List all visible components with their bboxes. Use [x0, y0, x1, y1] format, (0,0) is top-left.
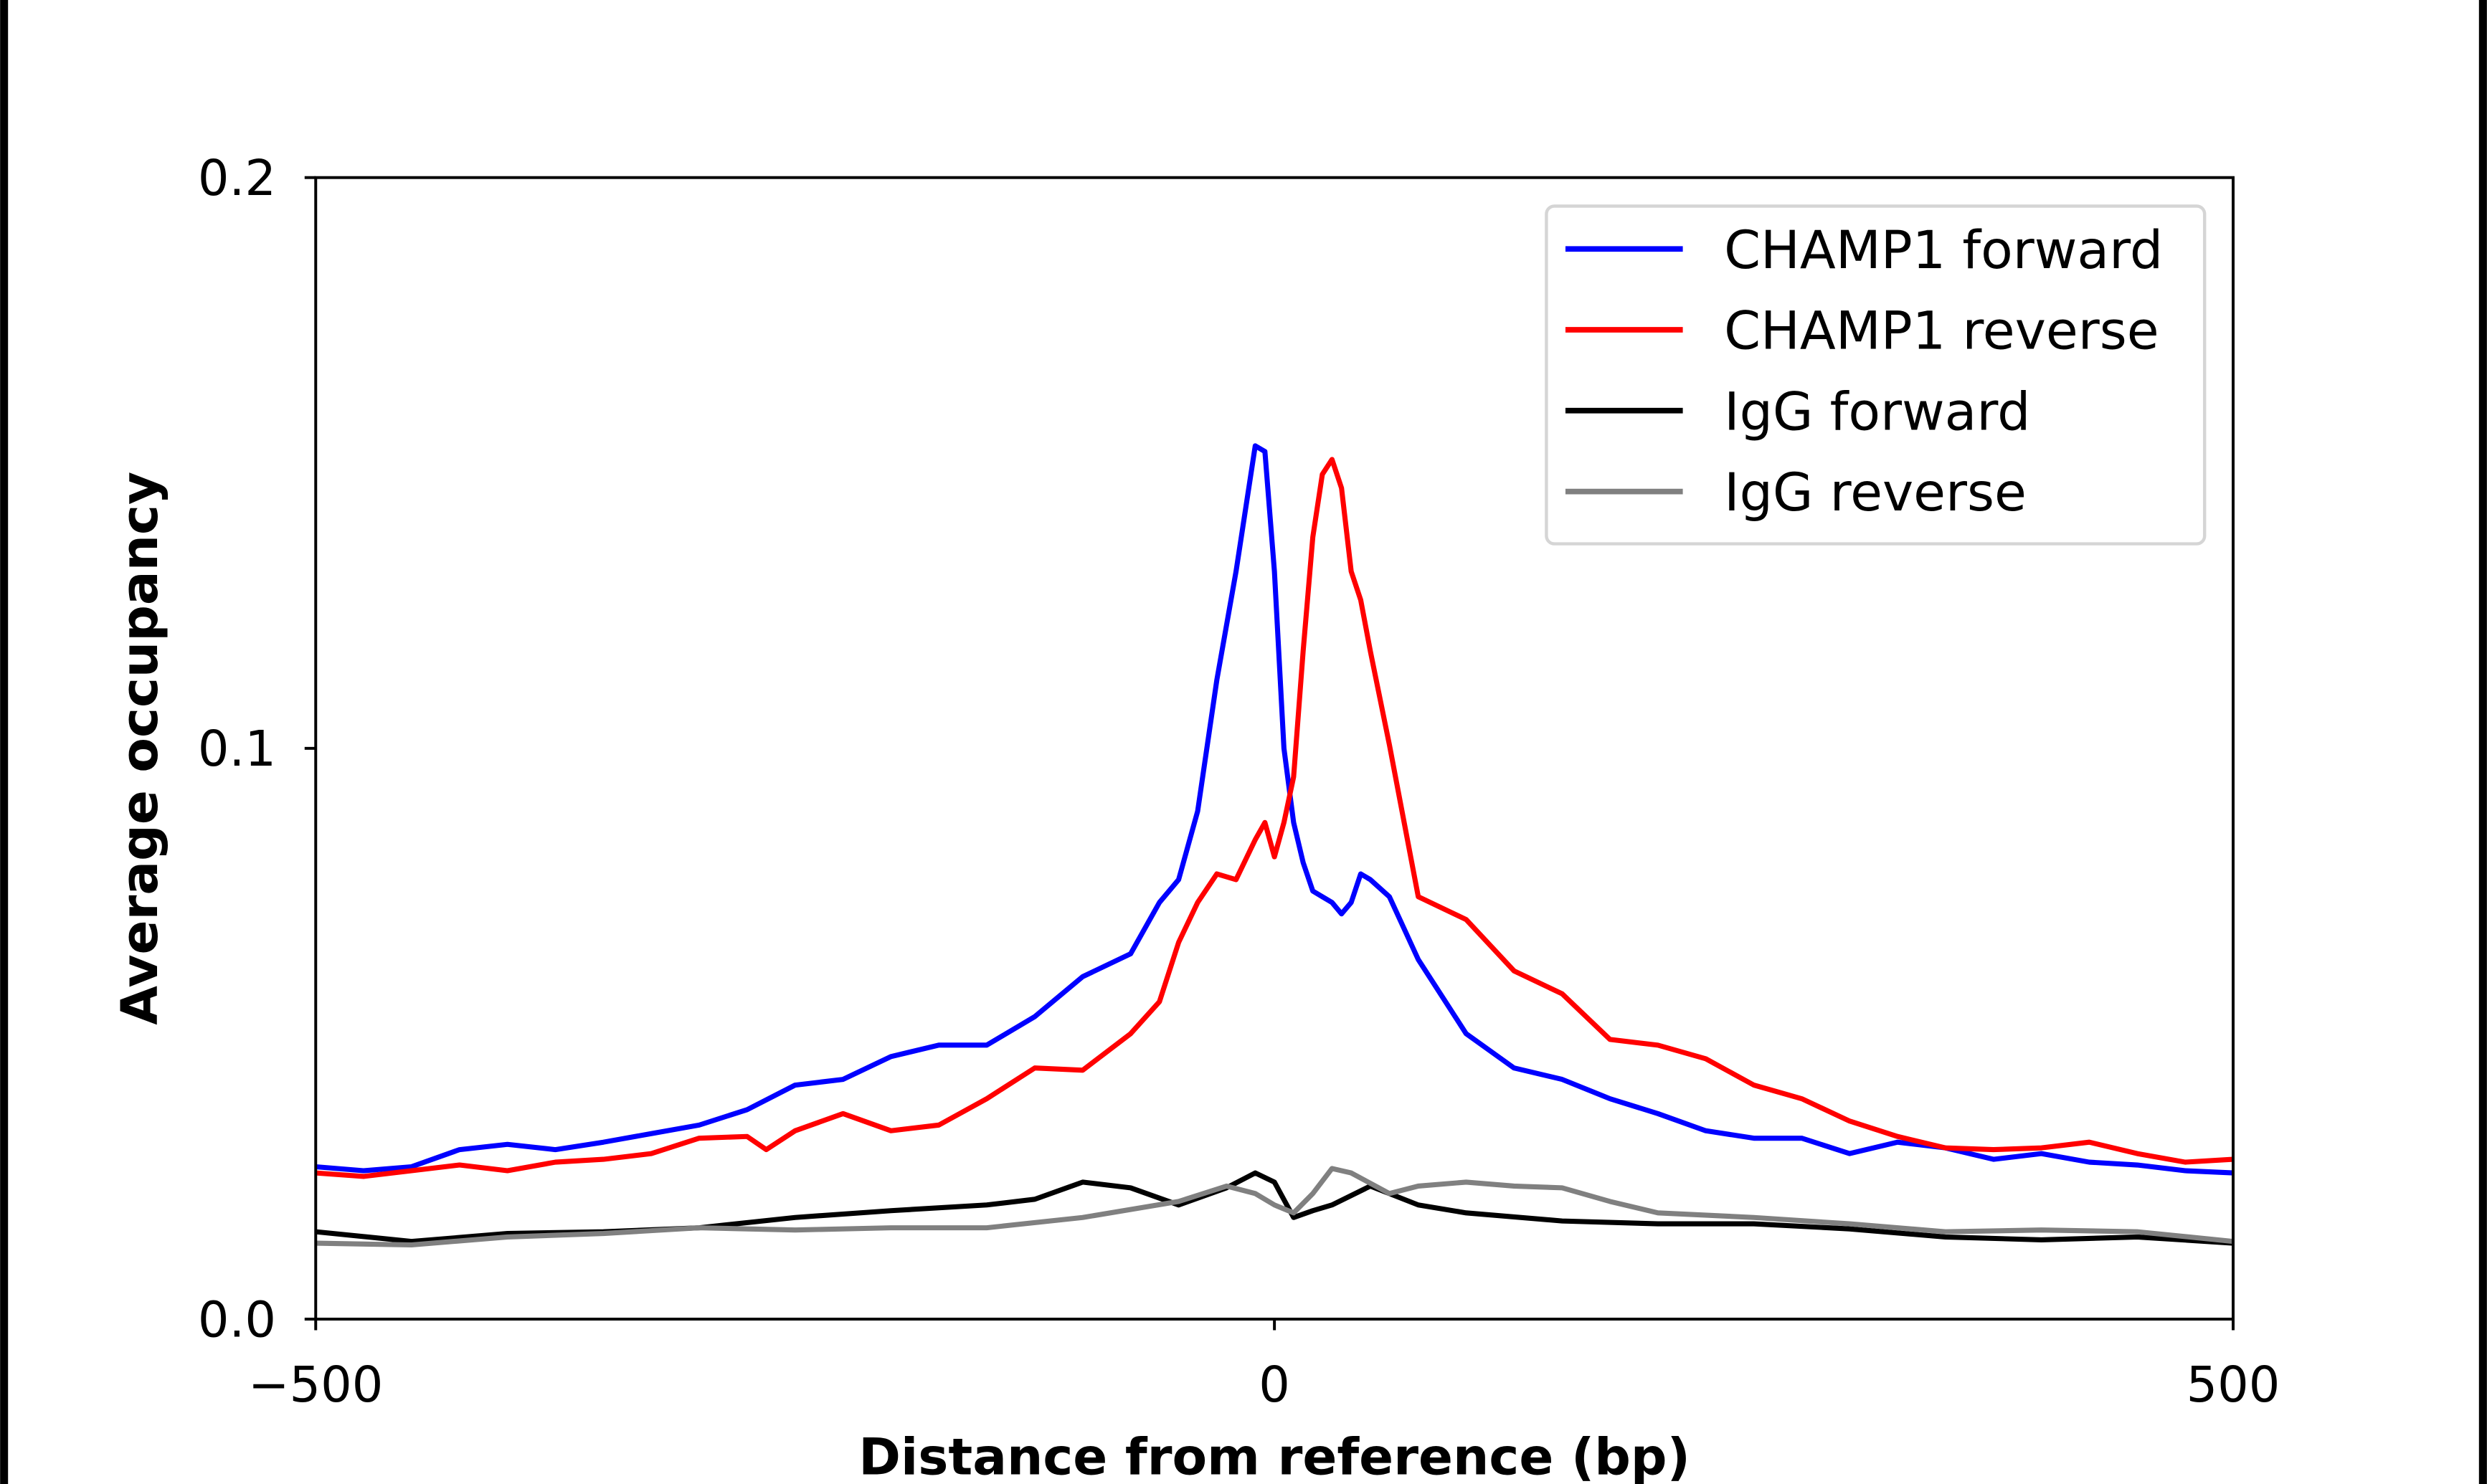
y-tick-label: 0.2	[198, 150, 276, 207]
x-axis-label: Distance from reference (bp)	[858, 1427, 1690, 1484]
series-line-champ1-forward	[315, 443, 2234, 1176]
legend-label: CHAMP1 forward	[1724, 220, 2163, 281]
y-tick-label: 0.1	[198, 720, 276, 778]
series-line-igg-forward	[315, 1170, 2234, 1246]
series-line-igg-reverse	[316, 1166, 2234, 1248]
left-border	[0, 0, 9, 1484]
series-line-champ1-reverse	[315, 457, 2234, 1179]
legend-label: CHAMP1 reverse	[1724, 301, 2159, 362]
y-tick-label: 0.0	[198, 1291, 276, 1349]
legend-box	[1545, 204, 2207, 546]
x-axis-ticks: −500 0 500	[248, 1319, 2280, 1414]
y-axis-label: Average occupancy	[110, 472, 169, 1025]
right-border	[2478, 0, 2487, 1484]
legend-label: IgG forward	[1724, 381, 2030, 442]
legend: CHAMP1 forward CHAMP1 reverse IgG forwar…	[1545, 204, 2207, 546]
legend-label: IgG reverse	[1724, 462, 2027, 523]
x-tick-label: 500	[2187, 1356, 2280, 1414]
y-axis-ticks: 0.0 0.1 0.2	[198, 150, 316, 1349]
x-tick-label: 0	[1259, 1356, 1290, 1414]
x-tick-label: −500	[248, 1356, 383, 1414]
series-lines	[315, 443, 2234, 1248]
